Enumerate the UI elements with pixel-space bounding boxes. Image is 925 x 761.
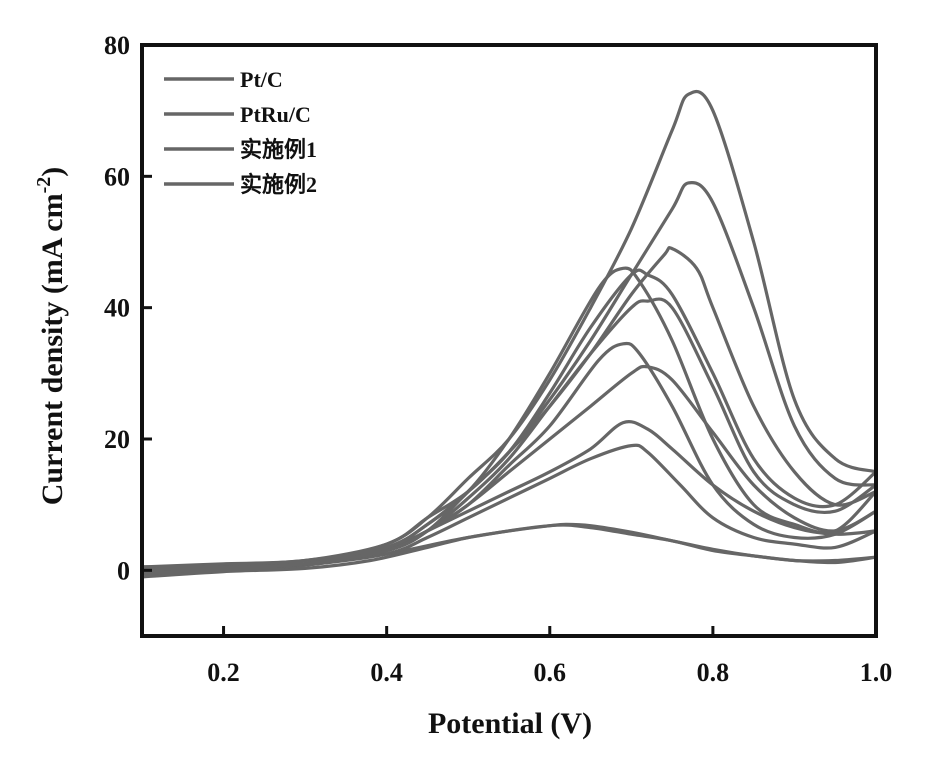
y-axis: 0 20 40 60 80 [104,31,152,585]
x-tick-label: 1.0 [860,658,893,687]
y-tick-label: 80 [104,31,130,60]
x-tick-label: 0.2 [207,658,240,687]
y-tick-label: 40 [104,294,130,323]
series-4-backward-scan-line [142,268,876,567]
series-6-backward-scan-line [142,270,876,569]
legend: Pt/C PtRu/C 实施例1 实施例2 [164,67,317,197]
y-axis-title: Current density (mA cm-2) [33,167,69,506]
legend-label: PtRu/C [240,102,311,127]
legend-label: Pt/C [240,67,283,92]
legend-label: 实施例1 [240,137,317,162]
y-tick-label: 60 [104,162,130,191]
series-5-forward-scan-line [142,183,876,567]
y-axis-title-main: Current density (mA cm [36,193,69,505]
y-axis-title-end: ) [36,167,69,177]
y-tick-label: 0 [117,556,130,585]
legend-label: 实施例2 [240,172,317,197]
y-tick-label: 20 [104,425,130,454]
y-axis-title-sup: -2 [33,177,55,194]
x-tick-label: 0.6 [534,658,567,687]
x-tick-label: 0.8 [697,658,730,687]
x-axis-title: Potential (V) [428,707,592,740]
x-tick-label: 0.4 [370,658,403,687]
series-curves [142,92,876,577]
